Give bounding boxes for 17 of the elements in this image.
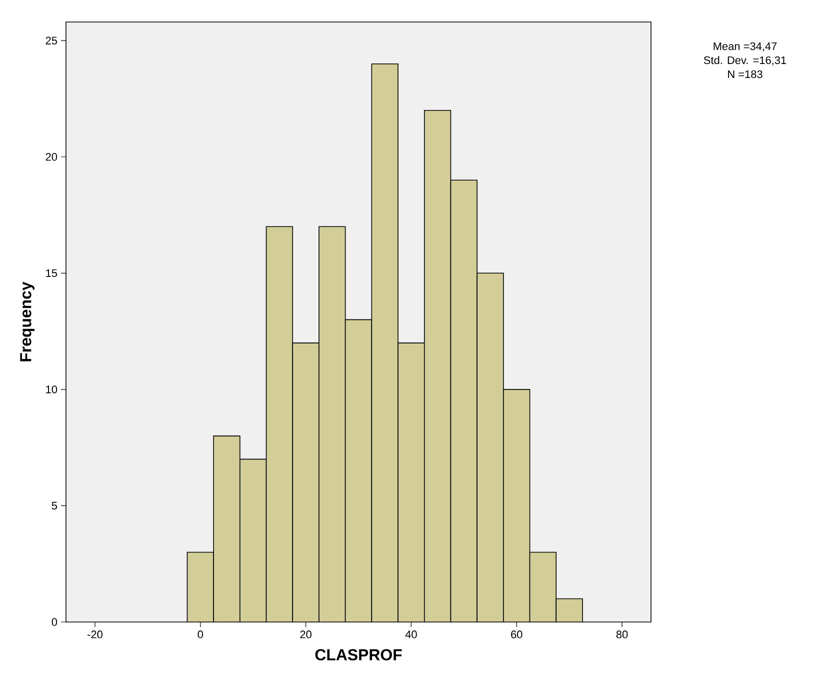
y-tick-label: 15 <box>46 269 58 277</box>
y-tick-label: 20 <box>46 153 58 161</box>
text: N =183 <box>728 70 762 78</box>
x-tick-label: 80 <box>616 630 628 638</box>
y-axis-title: Frequency <box>20 282 34 362</box>
y-tick-label: 10 <box>46 386 58 394</box>
x-tick-label: 60 <box>511 630 522 638</box>
x-tick-label: 20 <box>300 630 312 638</box>
y-tick-label: 25 <box>46 36 58 44</box>
text: Std. Dev. =16,31 <box>704 56 786 66</box>
x-axis-title: CLASPROF <box>315 649 402 660</box>
y-tick-label: 5 <box>52 502 58 510</box>
x-tick-label: 40 <box>405 630 417 638</box>
y-tick-label: 0 <box>52 618 58 626</box>
x-tick-label: -20 <box>88 630 102 638</box>
x-tick-label: 0 <box>198 630 204 638</box>
text: Mean =34,47 <box>714 42 777 52</box>
